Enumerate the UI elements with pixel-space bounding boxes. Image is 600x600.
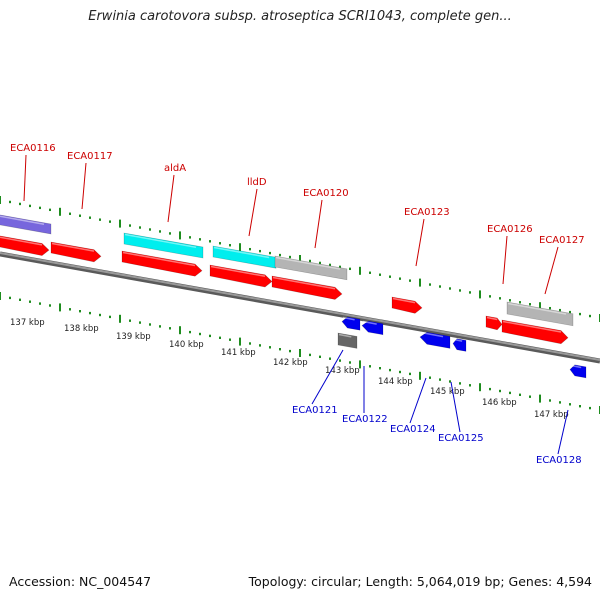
lower-tick-track [0,292,600,414]
gene-arrow-red-highlight [210,265,266,278]
forward-gene-label[interactable]: lldD [247,177,267,188]
forward-gene-leader [314,199,323,249]
map-title: Erwinia carotovora subsp. atroseptica SC… [88,9,512,24]
forward-gene-leader [248,188,258,237]
forward-gene-label[interactable]: ECA0127 [539,235,585,246]
gene-arrow-blue[interactable] [569,364,587,379]
forward-gene-leader [502,235,508,285]
upper-tick-track [0,196,600,322]
gene-arrow-red-highlight [502,320,562,333]
reverse-gene-leader [311,349,344,405]
reverse-gene-label[interactable]: ECA0122 [342,414,388,425]
kbp-scale-label: 142 kbp [273,358,308,368]
forward-gene-label[interactable]: ECA0126 [487,224,533,235]
label-layer: 137 kbp 138 kbp 139 kbp 140 kbp 141 kbp 142 k… [10,143,585,466]
kbp-scale-label: 140 kbp [169,340,204,350]
gene-block-darkgrey[interactable] [337,332,358,349]
gene-arrow-blue[interactable] [341,316,361,331]
forward-gene-leader [544,246,559,295]
reverse-gene-label[interactable]: ECA0125 [438,433,484,444]
forward-gene-leader [415,218,425,267]
forward-gene-label[interactable]: ECA0120 [303,188,349,199]
gene-arrow-blue-highlight [570,364,582,369]
gene-block-grey[interactable] [506,301,574,327]
gene-arrow-red-highlight [272,276,336,290]
kbp-scale-label: 141 kbp [221,348,256,358]
gene-arrow-red-highlight [392,297,416,304]
gene-arrow-red[interactable] [121,250,203,277]
gene-block-darkgrey-highlight [338,333,352,338]
reverse-gene-label[interactable]: ECA0124 [390,424,436,435]
kbp-scale-label: 144 kbp [378,377,413,387]
gene-arrow-red[interactable] [0,235,50,256]
kbp-scale-label: 145 kbp [430,387,465,397]
forward-gene-label[interactable]: ECA0123 [404,207,450,218]
accession-text: Accession: NC_004547 [9,574,152,589]
genome-backbone-highlight [0,252,600,361]
gene-arrow-blue-highlight [362,320,377,325]
gene-arrow-red[interactable] [501,319,569,345]
forward-gene-leader [167,174,175,223]
tick-layer [0,196,600,414]
reverse-gene-leader [557,409,569,455]
forward-gene-leader [81,162,87,210]
gene-block-grey[interactable] [274,255,348,281]
gene-block-purple[interactable] [0,214,52,235]
gene-arrow-red-highlight [0,236,43,246]
kbp-scale-label: 146 kbp [482,398,517,408]
gene-block-cyan[interactable] [212,245,277,269]
kbp-scale-label: 138 kbp [64,324,99,334]
forward-gene-label[interactable]: ECA0116 [10,143,56,154]
gene-arrow-blue[interactable] [361,320,384,336]
gene-arrow-red-highlight [486,316,498,321]
gene-block-cyan-highlight [124,233,197,249]
gene-arrow-red[interactable] [209,264,273,288]
gene-arrow-blue[interactable] [419,331,451,349]
gene-arrow-red[interactable] [50,241,102,263]
gene-arrow-red[interactable] [485,315,503,331]
kbp-scale-label: 139 kbp [116,332,151,342]
gene-arrow-red-highlight [122,251,196,267]
gene-block-cyan-highlight [213,246,270,259]
gene-block-cyan[interactable] [123,232,204,259]
reverse-gene-leader [409,377,427,424]
gene-arrow-red[interactable] [271,275,343,300]
gene-arrow-blue-highlight [420,331,444,338]
forward-gene-leader [23,154,27,202]
gene-layer [0,214,587,379]
gene-arrow-blue[interactable] [452,338,467,352]
forward-gene-label[interactable]: ECA0117 [67,151,113,162]
kbp-scale-label: 147 kbp [534,410,569,420]
gene-block-purple-highlight [0,215,45,225]
kbp-scale-label: 137 kbp [10,318,45,328]
gene-arrow-blue-highlight [453,338,463,342]
gene-arrow-blue-highlight [342,316,355,321]
kbp-scale-label: 143 kbp [325,366,360,376]
reverse-gene-leader [450,381,461,433]
reverse-gene-label[interactable]: ECA0128 [536,455,582,466]
gene-block-grey-highlight [275,256,341,270]
forward-gene-label[interactable]: aldA [164,163,186,174]
genome-stats-text: Topology: circular; Length: 5,064,019 bp… [248,574,592,589]
backbone-layer [0,251,600,364]
gene-arrow-red-highlight [51,242,95,252]
reverse-gene-label[interactable]: ECA0121 [292,405,338,416]
gene-block-grey-highlight [507,302,567,315]
gene-arrow-red[interactable] [391,296,423,314]
